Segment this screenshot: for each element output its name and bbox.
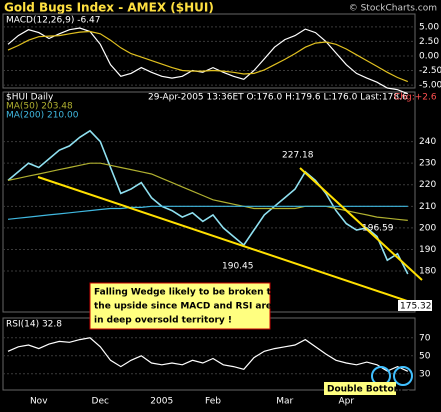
y-tick-label: 210 (419, 202, 436, 212)
series-line (7, 129, 409, 275)
x-tick-label: Dec (92, 397, 109, 407)
x-tick-label: 2005 (150, 397, 173, 407)
series-line (7, 337, 409, 372)
y-tick-label: 5.00 (419, 22, 439, 32)
annotation: Double Bottom ? (327, 385, 411, 395)
chart-title: Gold Bugs Index - AMEX ($HUI) (4, 1, 214, 15)
legend-entry: RSI(14) 32.8 (6, 320, 62, 330)
x-tick-label: Nov (30, 397, 48, 407)
bottom-circle (393, 366, 413, 386)
annotation: 175.32 (400, 302, 432, 312)
series-line (7, 162, 408, 221)
macd-panel (2, 13, 416, 89)
legend-entry: MACD(12,26,9) -6.47 (6, 16, 101, 26)
price-change: Chg:+2.6 (394, 93, 437, 103)
y-tick-label: 230 (419, 159, 436, 169)
y-tick-label: 50 (419, 351, 431, 361)
source: © StockCharts.com (349, 4, 437, 14)
note-line: Falling Wedge likely to be broken to (94, 288, 277, 298)
y-tick-label: 220 (419, 180, 436, 190)
y-tick-label: 180 (419, 267, 436, 277)
y-tick-label: 70 (419, 333, 431, 343)
y-tick-label: 2.50 (419, 37, 439, 47)
note-line: the upside since MACD and RSI are (94, 302, 272, 312)
x-tick-label: Mar (276, 397, 293, 407)
note-box (89, 282, 271, 330)
y-tick-label: 240 (419, 137, 436, 147)
y-tick-label: 30 (419, 369, 431, 379)
annotation: 190.45 (222, 262, 254, 272)
y-tick-label: -5.00 (419, 81, 441, 91)
legend-entry: $HUI Daily (6, 93, 54, 103)
wedge-upper (299, 167, 423, 281)
legend-entry: MA(200) 210.00 (6, 111, 79, 121)
annotation: 196.59 (362, 224, 394, 234)
last-price-box (398, 300, 432, 311)
annotation: 227.18 (282, 151, 314, 161)
note-line: in deep oversold territory ! (94, 316, 232, 326)
wedge-lower (37, 176, 426, 308)
price-header: 29-Apr-2005 13:36ET O:176.0 H:179.6 L:17… (148, 93, 408, 103)
y-tick-label: 200 (419, 223, 436, 233)
series-line (7, 27, 409, 95)
series-line (7, 30, 409, 83)
x-tick-label: Apr (338, 397, 354, 407)
legend-entry: MA(50) 203.48 (6, 102, 73, 112)
y-tick-label: 190 (419, 245, 436, 255)
x-tick-label: Feb (205, 397, 221, 407)
y-tick-label: -2.50 (419, 66, 441, 76)
note-box (324, 382, 396, 395)
y-tick-label: 0.00 (419, 51, 439, 61)
